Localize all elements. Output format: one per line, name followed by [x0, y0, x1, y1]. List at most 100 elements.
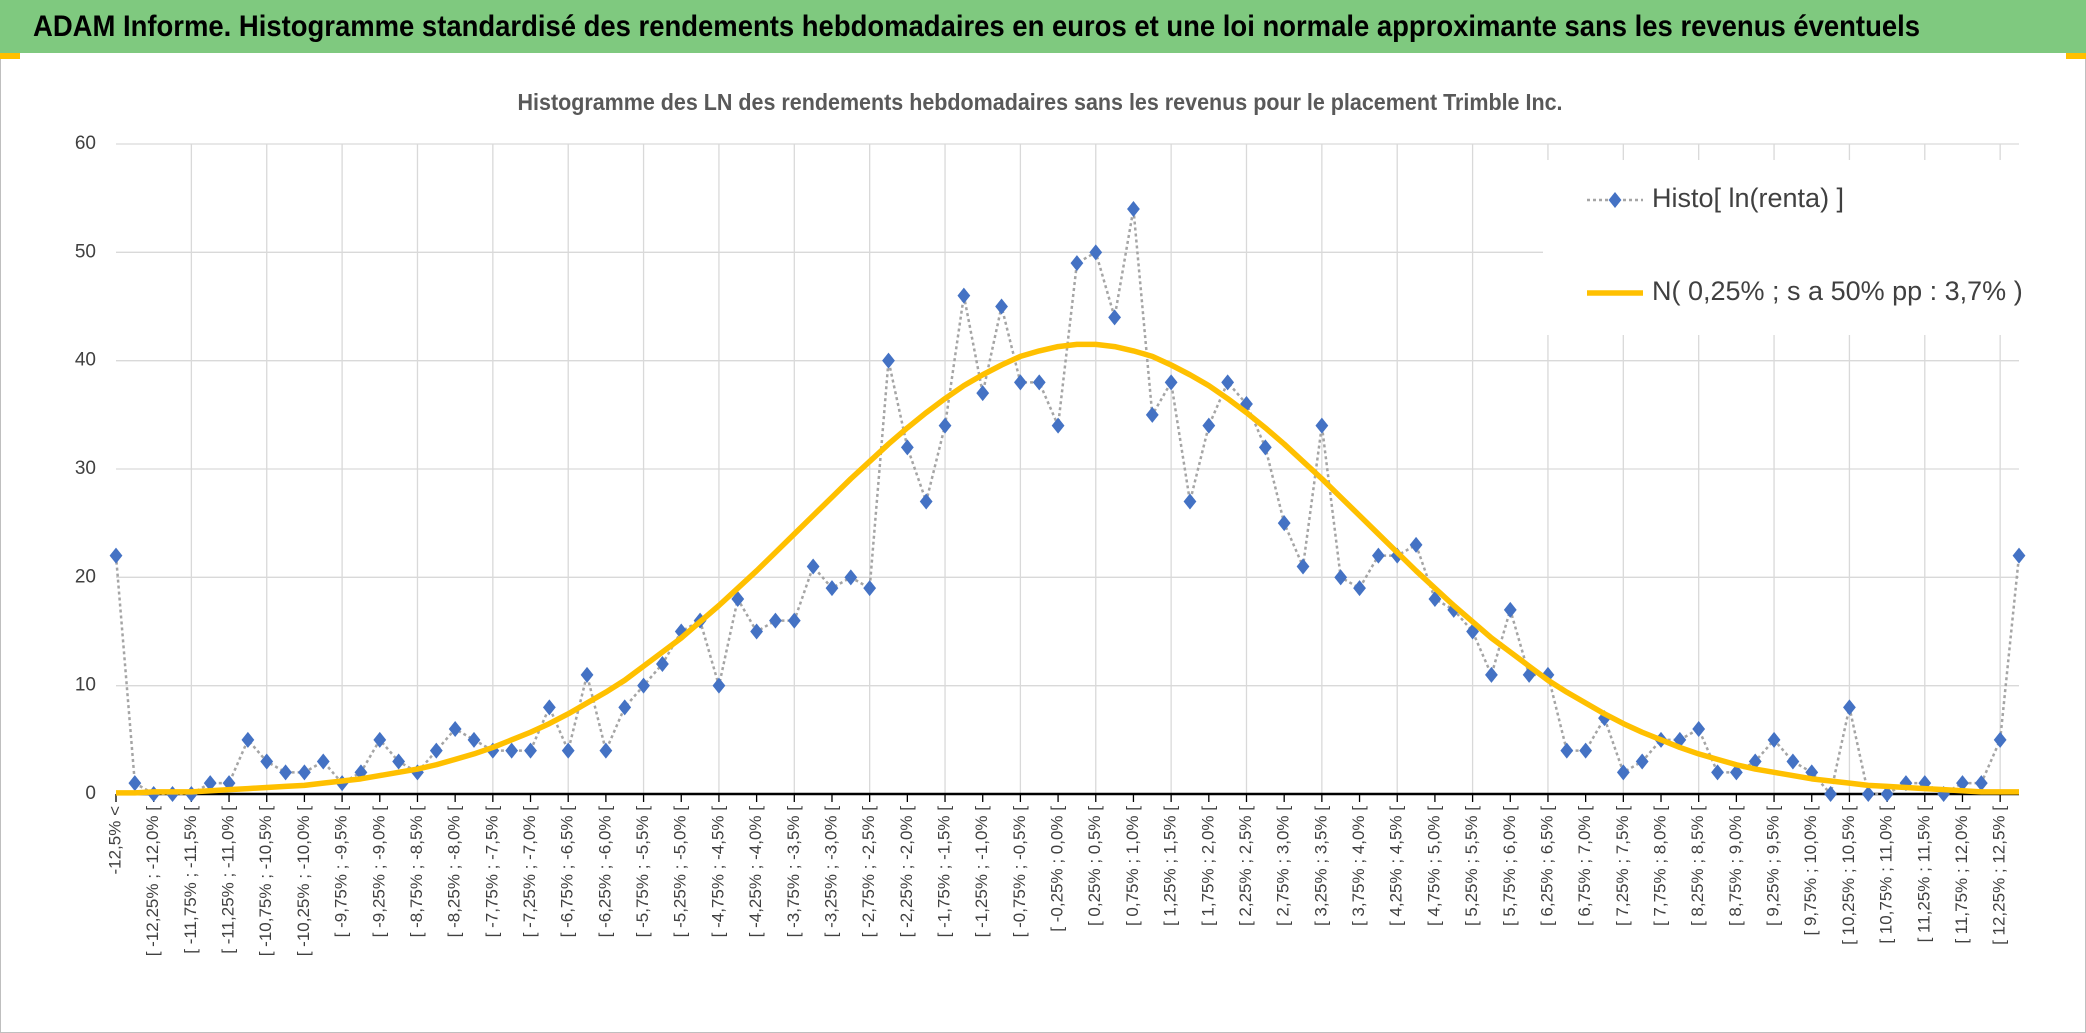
- data-point: [957, 287, 971, 304]
- data-point: [524, 742, 537, 759]
- data-point: [2012, 547, 2026, 564]
- data-point: [316, 753, 330, 770]
- x-tick-label: [ -1,75% ; -1,5% [: [935, 806, 954, 938]
- x-tick-label: [ 8,25% ; 8,5% [: [1688, 806, 1707, 926]
- x-tick-label: [ 2,25% ; 2,5% [: [1236, 806, 1255, 926]
- data-point: [1767, 731, 1781, 748]
- data-point: [882, 352, 895, 369]
- data-point: [1937, 786, 1951, 802]
- x-tick-label: [ 11,25% ; 11,5% [: [1914, 806, 1933, 943]
- y-tick-label: 10: [75, 675, 96, 696]
- x-tick-label: [ 8,75% ; 9,0% [: [1726, 806, 1745, 926]
- y-tick-label: 50: [75, 241, 96, 262]
- data-point: [298, 764, 311, 781]
- series-line: [116, 341, 2019, 796]
- x-tick-label: [ -7,75% ; -7,5% [: [482, 806, 501, 938]
- data-point: [505, 742, 519, 759]
- data-point: [1127, 201, 1140, 217]
- x-tick-label: [ 4,25% ; 4,5% [: [1387, 806, 1406, 926]
- x-tick-label: [ 0,75% ; 1,0% [: [1123, 806, 1142, 926]
- data-point: [561, 742, 575, 759]
- data-point: [995, 298, 1008, 315]
- data-point: [1541, 666, 1555, 683]
- x-tick-label: [ -4,25% ; -4,0% [: [746, 806, 765, 938]
- y-tick-label: 30: [75, 458, 96, 479]
- x-tick-label: [ -5,75% ; -5,5% [: [633, 806, 652, 938]
- data-point: [1202, 417, 1216, 434]
- data-point: [825, 580, 839, 597]
- data-point: [637, 677, 650, 694]
- data-point: [1277, 515, 1291, 532]
- data-point: [1692, 721, 1706, 737]
- y-tick-label: 0: [85, 783, 96, 804]
- x-tick-label: [ -2,75% ; -2,5% [: [859, 806, 878, 938]
- x-tick-label: [ 7,75% ; 8,0% [: [1650, 806, 1669, 926]
- data-point: [1579, 742, 1593, 759]
- data-point: [900, 439, 914, 456]
- data-point: [1145, 406, 1159, 423]
- data-point: [1522, 666, 1536, 683]
- x-tick-label: [ 5,75% ; 6,0% [: [1500, 806, 1519, 926]
- data-point: [1993, 731, 2007, 748]
- x-tick-label: [ -3,25% ; -3,0% [: [821, 806, 840, 938]
- chart-title: Histogramme des LN des rendements hebdom…: [518, 89, 1563, 115]
- data-point: [1861, 786, 1875, 802]
- data-point: [1164, 374, 1178, 391]
- data-point: [1805, 764, 1819, 781]
- data-point: [448, 721, 462, 737]
- x-tick-label: [ -3,75% ; -3,5% [: [784, 806, 803, 938]
- x-tick-label: [ -0,25% ; 0,0% [: [1048, 806, 1067, 932]
- x-tick-label: [ -11,75% ; -11,5% [: [181, 806, 200, 954]
- x-tick-label: [ -8,25% ; -8,0% [: [445, 806, 464, 938]
- x-tick-label: [ 12,25% ; 12,5% [: [1990, 806, 2009, 945]
- x-tick-label: [ 2,75% ; 3,0% [: [1274, 806, 1293, 926]
- corner-accent: [2066, 53, 2086, 59]
- data-point: [1315, 417, 1329, 434]
- x-tick-label: [ 1,25% ; 1,5% [: [1161, 806, 1180, 926]
- x-tick-label: [ 7,25% ; 7,5% [: [1613, 806, 1632, 926]
- data-point: [938, 417, 952, 434]
- data-point: [1013, 374, 1027, 391]
- data-point: [1503, 601, 1517, 618]
- data-point: [750, 623, 764, 640]
- data-point: [109, 547, 123, 564]
- x-tick-label: [ -11,25% ; -11,0% [: [219, 806, 238, 954]
- x-tick-label: [ 0,25% ; 0,5% [: [1085, 806, 1104, 926]
- x-tick-label: [ -2,25% ; -2,0% [: [897, 806, 916, 938]
- x-tick-label: [ -5,25% ; -5,0% [: [671, 806, 690, 938]
- data-point: [1485, 666, 1498, 683]
- x-tick-label: -12,5% <: [105, 806, 124, 875]
- data-point: [392, 753, 406, 770]
- data-point: [656, 656, 669, 672]
- corner-accent: [0, 53, 20, 59]
- data-point: [1409, 536, 1423, 553]
- x-tick-label: [ 6,25% ; 6,5% [: [1537, 806, 1556, 926]
- header-title: ADAM Informe. Histogramme standardisé de…: [33, 10, 1920, 43]
- data-point: [241, 731, 255, 748]
- data-point: [1108, 309, 1122, 326]
- data-point: [1371, 547, 1385, 564]
- data-point: [599, 742, 613, 759]
- data-point: [1032, 374, 1046, 391]
- data-point: [1051, 417, 1065, 434]
- data-point: [373, 731, 387, 748]
- data-point: [1183, 493, 1197, 510]
- data-point: [618, 699, 632, 716]
- data-point: [1296, 558, 1310, 575]
- x-tick-label: [ -10,25% ; -10,0% [: [294, 806, 313, 957]
- data-point: [1070, 255, 1084, 272]
- data-point: [1824, 786, 1837, 802]
- x-tick-label: [ -6,25% ; -6,0% [: [595, 806, 614, 938]
- data-point: [806, 558, 820, 575]
- legend-label: Histo[ ln(renta) ]: [1652, 183, 1844, 213]
- x-tick-label: [ 11,75% ; 12,0% [: [1952, 806, 1971, 944]
- y-tick-label: 40: [75, 350, 96, 371]
- x-tick-label: [ 10,25% ; 10,5% [: [1839, 806, 1858, 945]
- data-point: [1974, 775, 1988, 792]
- x-tick-label: [ 5,25% ; 5,5% [: [1462, 806, 1481, 926]
- x-tick-label: [ -10,75% ; -10,5% [: [256, 806, 275, 957]
- data-point: [1353, 580, 1366, 597]
- data-point: [203, 775, 217, 792]
